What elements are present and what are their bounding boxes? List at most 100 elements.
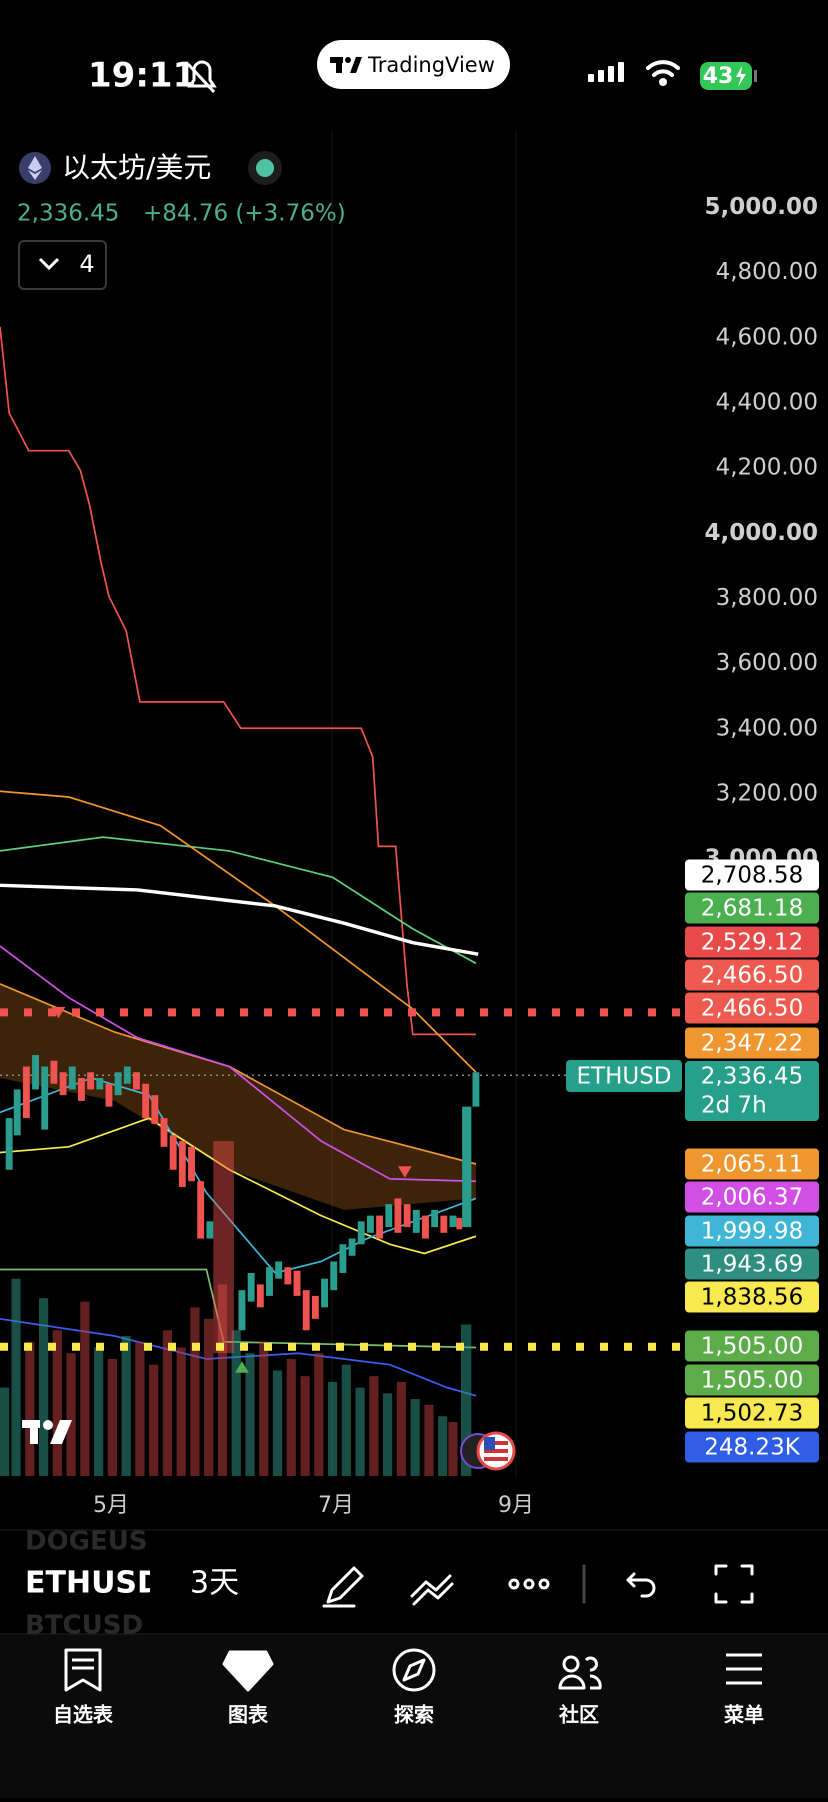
price-tag [685,859,819,891]
nav-label[interactable]: 菜单 [723,1703,764,1727]
chart-art [0,132,517,1476]
indicator-lines [0,1117,477,1255]
events-badge[interactable] [460,1431,516,1471]
x-tick-label: 9月 [498,1493,534,1518]
candles [266,1267,273,1296]
candles [472,1072,480,1107]
candles [22,1060,463,1331]
x-tick-label: 7月 [318,1493,354,1518]
market-status [256,159,274,177]
y-tick-label: 3,600.00 [716,650,818,676]
volume-bars [341,1364,351,1476]
charging-bolt [736,66,746,87]
candles [431,1209,439,1228]
nav-icon-chart [222,1650,274,1692]
more-button[interactable] [508,1578,550,1590]
price-change: +84.76 (+3.76%) [143,201,346,227]
wifi-icon [652,69,674,77]
ghost-symbol: DOGEUS [25,1527,148,1557]
app-pill[interactable] [317,40,510,89]
price-tag-label: 2,336.45 [701,1064,803,1090]
symbol-tag [566,1060,682,1092]
candles [275,1261,283,1279]
volume-bars [107,1358,117,1476]
undo[interactable] [626,1572,656,1598]
indicator-lines [0,326,479,1397]
volume-bars [300,1376,310,1476]
price-tag-label: 1,505.00 [701,1368,803,1394]
price-tag [685,1027,819,1059]
y-tick-label: 4,600.00 [716,324,818,350]
price-tag-label: 2,347.22 [701,1031,803,1057]
wifi-icon [659,78,667,86]
candles [403,1204,411,1228]
volume-bars [0,1278,472,1476]
nav-label[interactable]: 自选表 [53,1703,114,1727]
candles [133,1072,140,1090]
indicators-toggle[interactable] [18,240,107,290]
interval[interactable]: 3天 [190,1566,239,1601]
candles [293,1270,301,1296]
volume-bars [0,1387,10,1476]
candles [77,1077,85,1101]
symbol-name[interactable]: 以太坊/美元 [62,151,211,184]
price-tag [685,1061,819,1121]
candles [206,1221,214,1239]
toolbar-symbol[interactable]: ETHUSD [25,1566,162,1601]
line-tool[interactable] [410,1574,454,1606]
draw-tool[interactable] [322,1566,364,1608]
indicator-lines [0,983,476,1210]
candles [5,1006,480,1373]
y-tick-label: 4,400.00 [716,390,818,416]
volume-bars [176,1347,186,1476]
price-tag-label: 2,466.50 [701,996,803,1022]
volume-bars [424,1404,434,1476]
indicator-count: 4 [79,250,94,278]
price-tag-label: 2,529.12 [701,930,803,956]
nav-label[interactable]: 图表 [228,1703,269,1727]
more-button [508,1578,520,1590]
fullscreen[interactable] [714,1564,754,1604]
nav-label[interactable]: 探索 [394,1703,434,1727]
candles [96,1077,104,1090]
volume-bars [369,1376,379,1476]
price-axis: 5,000.00 4,800.00 4,600.00 4,400.00 4,200.00… [705,194,819,871]
candles [366,1215,374,1233]
candles [462,1106,472,1228]
indicator-lines [0,836,477,965]
tv-logo [336,57,342,73]
volume-bars [204,1318,214,1476]
price-tag-label: 248.23K [704,1435,800,1461]
volume-bars [25,1341,35,1476]
price-tag [685,1281,819,1313]
app-pill-label: TradingView [367,53,495,77]
candles [321,1278,328,1308]
nav-icon-community [558,1655,602,1690]
volume-bars [80,1301,90,1476]
candles [213,1141,234,1354]
y-tick-label: 3,800.00 [716,585,818,611]
symbol-tag-label: ETHUSD [576,1064,671,1090]
price-tag-label: 1,943.69 [701,1252,803,1278]
nav-label[interactable]: 社区 [558,1703,599,1727]
battery-level: 43 [703,64,734,89]
mute-icon [187,60,217,88]
y-tick-label: 5,000.00 [705,194,819,220]
x-tick-label: 5月 [93,1493,129,1518]
candles [238,1290,246,1331]
candles [188,1146,195,1182]
volume-bars [245,1353,255,1476]
candles [256,1284,264,1308]
candles [302,1290,310,1331]
candles [376,1215,384,1239]
app [322,1564,754,1608]
price-tags: 2,708.58 2,681.18 2,529.12 2,466.50 2,466.50… [0,859,819,1463]
indicator-lines [0,945,476,1183]
price-tag-label: 2,681.18 [701,896,803,922]
events-badge [484,1441,508,1445]
volume-bars [272,1370,283,1476]
chart-watermark [30,1420,38,1444]
nav-icon-explore [392,1648,436,1692]
